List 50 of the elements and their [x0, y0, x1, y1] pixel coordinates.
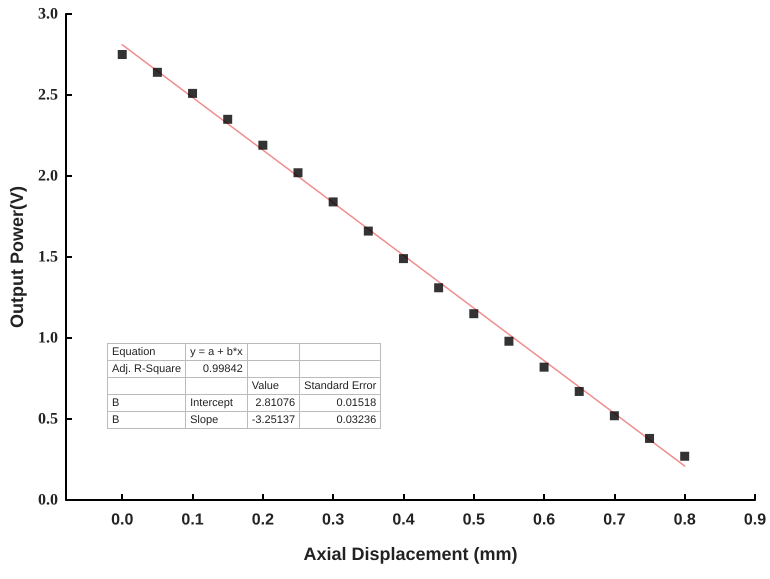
x-tick-label: 0.1 [181, 512, 204, 528]
x-tick-label: 0.4 [392, 512, 415, 528]
point [469, 309, 478, 318]
x-tick-label: 0.7 [603, 512, 626, 528]
annotation: y = a + b*x [186, 344, 248, 360]
annotation: 2.81076 [247, 394, 300, 412]
annotation: -3.25137 [247, 412, 300, 428]
y-tick-label: 3.0 [38, 6, 58, 22]
annotation: Standard Error [300, 378, 381, 394]
point [645, 434, 654, 443]
point [540, 362, 549, 372]
point [294, 168, 303, 178]
annotation: 0.01518 [300, 394, 381, 412]
x-tick-label: 0.0 [111, 512, 134, 528]
x-tick-label: 0.6 [532, 512, 556, 528]
y-tick-label: 1.0 [38, 330, 58, 346]
annotation: Intercept [186, 394, 248, 412]
annotation: B [108, 394, 186, 412]
point [574, 386, 584, 396]
y-axis-title: Output Power(V) [7, 186, 27, 328]
x-tick-label: 0.2 [252, 512, 274, 528]
point [328, 197, 338, 206]
annotation: Value [247, 378, 300, 394]
x-tick-label: 0.8 [674, 512, 696, 528]
point [188, 88, 198, 98]
point [504, 336, 514, 346]
y-tick-label: 2.5 [38, 86, 58, 104]
x-tick-label: 0.3 [322, 512, 344, 528]
point [398, 254, 408, 264]
y-tick-label: 1.5 [38, 248, 58, 266]
x-tick-label: 0.9 [744, 512, 766, 528]
annotation: Equation [108, 344, 186, 360]
x-axis-title: Axial Displacement (mm) [303, 544, 518, 564]
y-tick-label: 0.0 [38, 492, 58, 508]
annotation: 0.03236 [300, 412, 381, 428]
point [258, 140, 268, 150]
point [610, 411, 619, 420]
point [364, 226, 373, 236]
annotation: 0.99842 [186, 360, 248, 378]
point [680, 452, 690, 461]
point [223, 114, 232, 124]
annotation: Adj. R-Square [108, 360, 186, 378]
annotation: Slope [186, 412, 248, 428]
x-tick-label: 0.5 [462, 512, 485, 528]
point [118, 50, 127, 59]
y-tick-label: 0.5 [38, 410, 58, 428]
y-tick-label: 2.0 [38, 168, 58, 184]
point [152, 68, 162, 77]
annotation: B [108, 412, 186, 428]
point [434, 283, 444, 292]
